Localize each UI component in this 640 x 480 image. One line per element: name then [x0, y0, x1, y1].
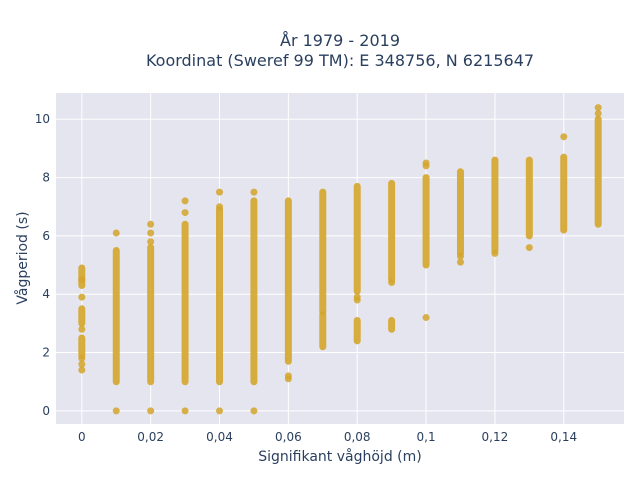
scatter-point	[594, 104, 602, 112]
scatter-point	[78, 360, 86, 368]
x-tick-label: 0,02	[137, 430, 164, 444]
scatter-point	[147, 229, 155, 237]
scatter-point	[422, 314, 430, 322]
scatter-point	[181, 209, 189, 217]
scatter-point	[216, 203, 224, 211]
x-tick-label: 0,12	[482, 430, 509, 444]
y-axis-title: Vågperiod (s)	[14, 211, 31, 304]
scatter-point	[216, 188, 224, 196]
scatter-point	[147, 407, 155, 415]
scatter-points	[78, 104, 602, 415]
scatter-point	[78, 293, 86, 301]
scatter-point	[284, 372, 292, 380]
scatter-point	[560, 133, 568, 141]
scatter-point	[456, 258, 464, 266]
scatter-point	[216, 407, 224, 415]
y-tick-label: 0	[42, 404, 50, 418]
scatter-point	[112, 229, 120, 237]
y-tick-label: 8	[42, 171, 50, 185]
scatter-point	[78, 354, 86, 362]
x-tick-label: 0	[78, 430, 86, 444]
scatter-point	[147, 220, 155, 228]
scatter-point	[250, 407, 258, 415]
scatter-point	[388, 279, 396, 287]
scatter-point	[181, 197, 189, 205]
scatter-point	[456, 252, 464, 260]
scatter-point	[78, 366, 86, 374]
scatter-point	[491, 249, 499, 257]
scatter-point	[353, 293, 361, 301]
y-tick-label: 2	[42, 346, 50, 360]
scatter-point	[525, 244, 533, 252]
scatter-point	[250, 188, 258, 196]
y-tick-label: 10	[35, 112, 50, 126]
x-tick-label: 0,06	[275, 430, 302, 444]
scatter-point	[112, 407, 120, 415]
y-tick-label: 4	[42, 287, 50, 301]
y-tick-labels: 0 2 4 6 8 10	[35, 112, 50, 418]
scatter-point	[78, 276, 86, 284]
x-axis-title: Signifikant våghöjd (m)	[258, 448, 421, 465]
x-tick-label: 0,04	[206, 430, 233, 444]
scatter-point	[147, 238, 155, 246]
chart-title-line-2: Koordinat (Sweref 99 TM): E 348756, N 62…	[146, 51, 534, 70]
scatter-point	[181, 407, 189, 415]
x-tick-labels: 0 0,02 0,04 0,06 0,08 0,1 0,12 0,14	[78, 430, 577, 444]
x-tick-label: 0,1	[417, 430, 436, 444]
plot-area	[56, 93, 624, 424]
x-tick-label: 0,08	[344, 430, 371, 444]
scatter-point	[78, 325, 86, 333]
x-tick-label: 0,14	[550, 430, 577, 444]
chart-title-line-1: År 1979 - 2019	[280, 31, 400, 50]
scatter-point	[594, 109, 602, 117]
scatter-point	[422, 159, 430, 167]
y-tick-label: 6	[42, 229, 50, 243]
